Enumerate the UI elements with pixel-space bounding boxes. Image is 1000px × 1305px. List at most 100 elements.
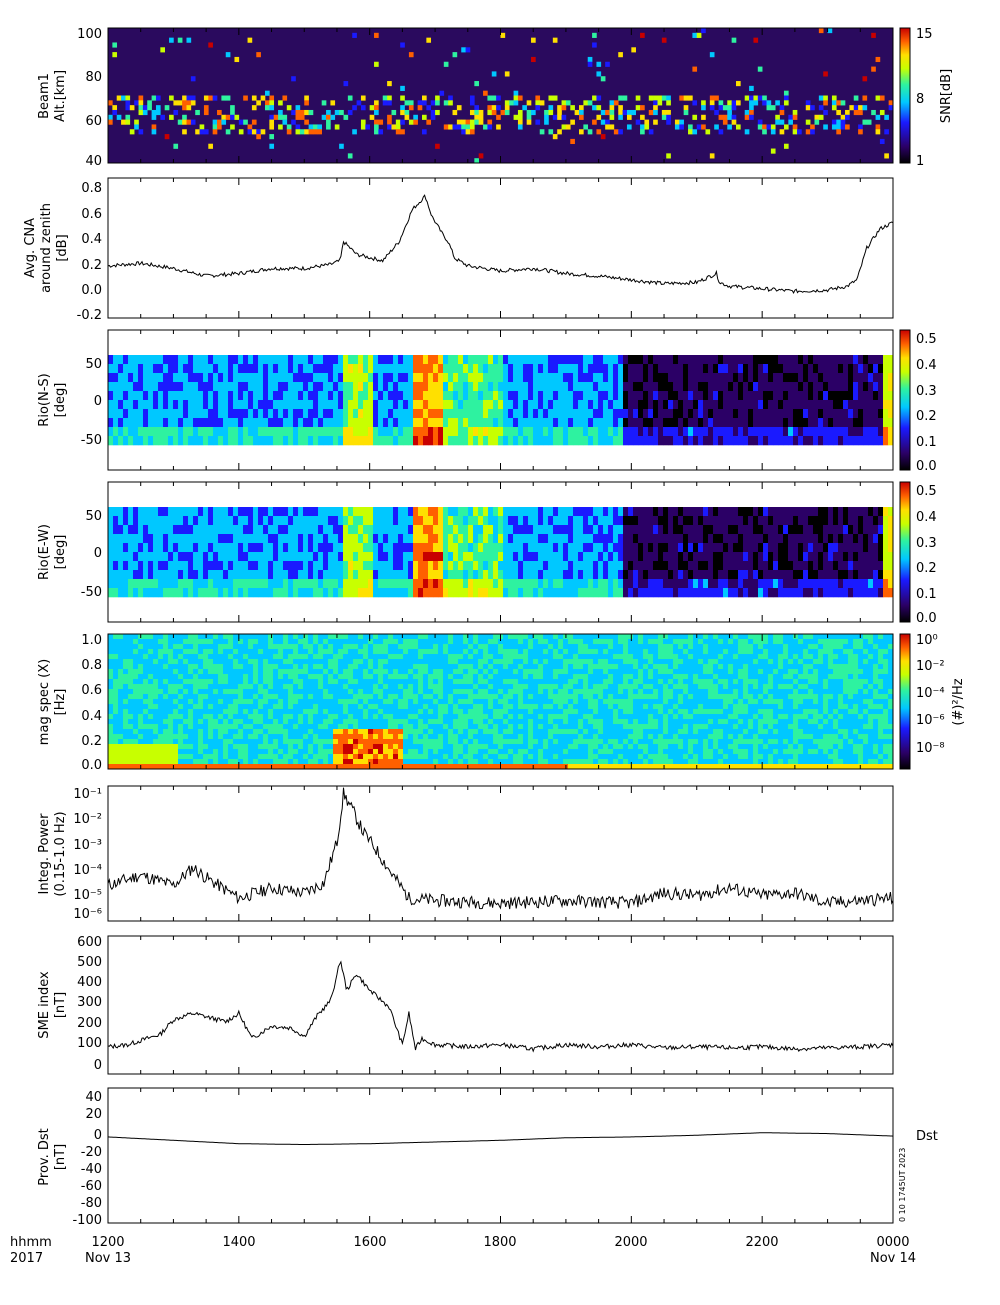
mag-spec-cell [123,699,129,705]
rio-cell [788,507,794,517]
rio-cell [333,364,339,374]
rio-cell [258,400,264,410]
mag-spec-cell [203,699,209,705]
rio-cell [718,525,724,535]
rio-cell [558,525,564,535]
mag-spec-cell [203,679,209,685]
mag-spec-cell [288,719,294,725]
mag-spec-cell [168,729,174,735]
rio-cell [658,436,664,446]
rio-cell [713,409,719,419]
mag-spec-cell [328,644,334,650]
rio-cell [298,561,304,571]
mag-spec-cell [128,734,134,740]
mag-spec-cell [198,709,204,715]
beam1-cell [360,95,366,101]
mag-spec-cell [158,744,164,750]
rio-cell [678,516,684,526]
rio-cell [758,570,764,580]
mag-spec-cell [253,759,259,765]
rio-cell [878,525,884,535]
rio-cell [733,355,739,365]
rio-cell [753,427,759,437]
rio-cell [328,570,334,580]
mag-spec-cell [113,679,119,685]
rio-cell [318,543,324,553]
rio-cell [503,561,509,571]
rio-cell [453,400,459,410]
rio-cell [548,516,554,526]
mag-spec-cell [258,694,264,700]
mag-spec-cell [223,644,229,650]
beam1-cell [853,109,859,116]
rio-cell [568,373,574,383]
mag-spec-cell [193,764,199,770]
rio-cell [353,552,359,562]
rio-cell [583,418,589,428]
rio-ns-cells [108,355,894,446]
rio-cell [233,400,239,410]
rio-cell [788,409,794,419]
rio-cell [783,418,789,428]
rio-cell [278,382,284,392]
beam1-cell [186,105,192,111]
rio-cell [163,561,169,571]
beam1-cell [810,124,815,130]
rio-cell [623,409,629,419]
rio-cell [138,516,144,526]
rio-cell [243,436,249,446]
rio-cell [108,552,114,562]
mag-spec-cell [263,644,269,650]
mag-spec-cell [263,659,269,665]
beam1-cell [400,105,405,111]
rio-cell [238,364,244,374]
beam1-cell [147,100,152,106]
rio-cell [183,400,189,410]
rio-cell [813,579,819,589]
mag-spec-cell [178,714,184,720]
beam1-cell [190,76,196,82]
rio-cell [248,409,254,419]
rio-cell [123,516,129,526]
mag-spec-cell [123,649,129,655]
mag-spec-cell [138,649,144,655]
rio-cell [383,552,389,562]
mag-spec-cell [243,729,249,735]
mag-spec-cell [148,704,154,710]
rio-cell [658,400,664,410]
rio-cell [828,391,834,401]
beam1-cell [496,105,501,111]
beam1-cell [265,105,270,111]
rio-cell [588,507,594,517]
mag-spec-cell [298,689,304,695]
beam1-cell [749,114,754,120]
mag-spec-cell [183,684,189,690]
rio-cell [273,436,279,446]
rio-cell [263,364,269,374]
mag-spec-cell [308,699,314,705]
beam1-cell [583,124,589,130]
mag-spec-cell [123,759,129,765]
mag-spec-cell [268,764,274,770]
rio-cell [563,561,569,571]
rio-cell [533,534,539,544]
rio-ew-ytick: 0 [94,546,102,561]
beam1-cell [722,114,728,120]
rio-cell [148,570,154,580]
rio-cell [608,516,614,526]
rio-cell [173,534,179,544]
mag-spec-cell [288,759,294,765]
rio-cell [343,427,349,437]
rio-cell [388,552,394,562]
rio-cell [123,507,129,517]
rio-cell [773,543,779,553]
rio-cell [548,400,554,410]
rio-cell [533,418,539,428]
beam1-cell [565,124,571,130]
rio-cell [138,543,144,553]
cna-ytick: 0.4 [81,232,102,247]
rio-cell [848,552,854,562]
rio-cell [843,409,849,419]
rio-cell [418,534,424,544]
rio-cell [388,588,394,598]
